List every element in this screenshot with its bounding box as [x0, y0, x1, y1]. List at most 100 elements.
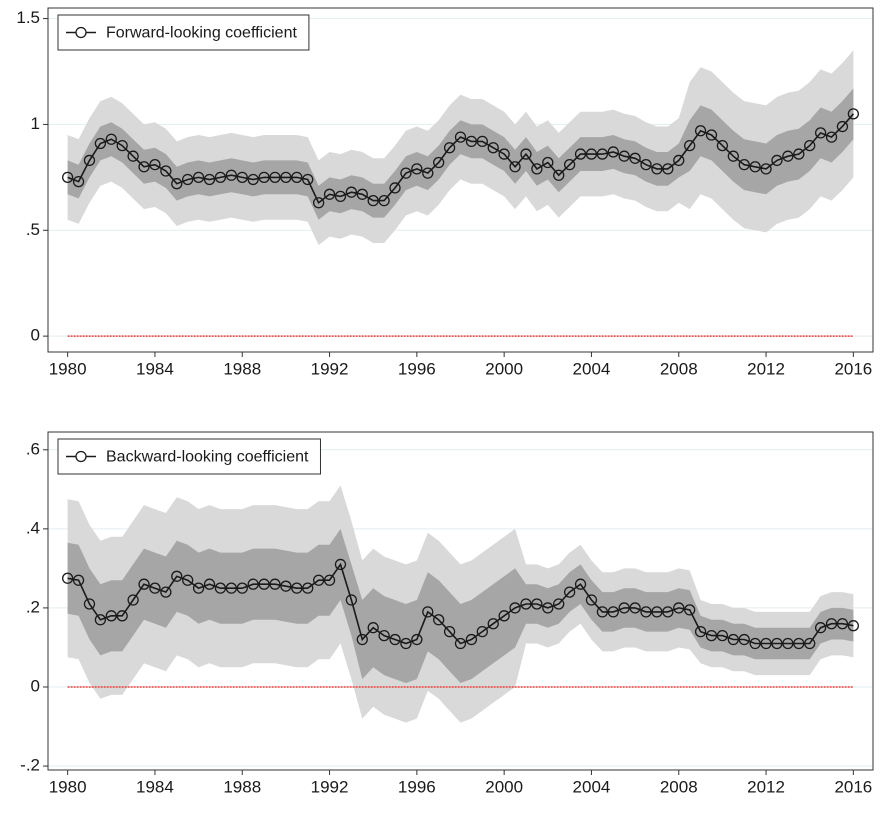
- marker: [269, 171, 281, 184]
- confidence-band: [67, 88, 854, 220]
- marker: [476, 625, 488, 638]
- marker: [563, 159, 576, 171]
- y-tick-label: .4: [26, 518, 40, 537]
- marker: [389, 633, 401, 646]
- x-tick-label: 1988: [223, 777, 261, 796]
- marker: [531, 163, 543, 175]
- marker: [454, 131, 467, 143]
- marker: [225, 169, 237, 181]
- marker: [542, 602, 554, 614]
- marker: [738, 159, 750, 171]
- marker: [192, 171, 205, 184]
- marker: [334, 190, 347, 203]
- marker: [323, 574, 336, 586]
- marker: [291, 171, 303, 184]
- marker: [367, 622, 379, 634]
- x-tick-label: 1996: [398, 777, 436, 796]
- marker: [705, 629, 718, 642]
- marker: [804, 637, 816, 650]
- marker: [673, 154, 685, 167]
- marker: [793, 637, 805, 650]
- marker: [160, 586, 172, 598]
- legend-label: Backward-looking coefficient: [106, 449, 309, 466]
- marker: [684, 604, 696, 616]
- x-tick-label: 2016: [834, 777, 872, 796]
- marker: [727, 150, 739, 162]
- marker: [356, 633, 368, 646]
- marker: [116, 139, 128, 152]
- x-tick-label: 1984: [136, 777, 174, 796]
- panel: -.2 0 .2 .4 .6 1980 1984 1988 1992 1996 2000 2004 20…: [20, 431, 874, 796]
- marker: [378, 629, 390, 642]
- marker: [825, 618, 838, 630]
- marker: [302, 173, 314, 186]
- y-tick-label: -.2: [20, 756, 40, 775]
- y-tick-label: .5: [26, 220, 40, 239]
- marker: [684, 139, 696, 152]
- marker: [160, 165, 172, 177]
- marker: [673, 602, 685, 614]
- marker: [94, 137, 107, 150]
- marker: [214, 582, 227, 594]
- legend-label: Forward-looking coefficient: [106, 25, 297, 42]
- marker: [334, 558, 347, 571]
- marker: [760, 637, 772, 650]
- marker: [509, 602, 521, 614]
- marker: [312, 197, 325, 209]
- series-line: [67, 562, 854, 645]
- plot-frame: [47, 431, 874, 771]
- marker: [563, 586, 576, 598]
- marker: [618, 150, 630, 162]
- marker: [520, 598, 532, 610]
- marker: [716, 629, 729, 642]
- marker: [727, 633, 739, 646]
- x-tick-label: 1992: [311, 359, 349, 378]
- marker: [182, 173, 194, 186]
- marker: [214, 171, 227, 184]
- marker: [378, 194, 390, 207]
- marker: [476, 135, 488, 148]
- marker: [782, 150, 794, 162]
- marker: [400, 637, 412, 650]
- x-tick-label: 1984: [136, 359, 174, 378]
- x-tick-label: 2012: [747, 777, 785, 796]
- y-tick-label: 1.5: [16, 8, 40, 27]
- marker: [443, 625, 456, 638]
- marker: [302, 582, 314, 594]
- marker: [83, 598, 96, 610]
- marker: [705, 129, 718, 141]
- marker: [825, 131, 838, 143]
- marker: [443, 142, 456, 154]
- marker: [280, 580, 292, 592]
- marker: [171, 178, 183, 190]
- x-tick-label: 2004: [573, 359, 611, 378]
- marker: [814, 127, 827, 139]
- marker: [651, 606, 663, 618]
- marker: [553, 169, 565, 181]
- marker: [498, 610, 510, 622]
- marker: [422, 606, 434, 618]
- marker: [236, 171, 248, 184]
- marker: [72, 175, 85, 188]
- x-tick-label: 2016: [834, 359, 872, 378]
- marker: [749, 161, 761, 173]
- marker: [836, 120, 849, 133]
- marker: [640, 606, 652, 618]
- y-tick-label: .2: [26, 597, 40, 616]
- legend-marker: [75, 450, 87, 463]
- plot-frame: [47, 7, 874, 353]
- legend-marker: [75, 26, 87, 39]
- marker: [553, 598, 565, 610]
- marker: [804, 139, 816, 152]
- marker: [433, 614, 445, 626]
- marker: [312, 574, 325, 586]
- marker: [127, 594, 139, 606]
- series-line: [67, 113, 855, 205]
- marker: [596, 148, 609, 160]
- marker: [607, 606, 619, 618]
- marker: [651, 163, 663, 175]
- marker: [694, 625, 707, 638]
- marker: [323, 188, 336, 200]
- marker: [662, 606, 674, 618]
